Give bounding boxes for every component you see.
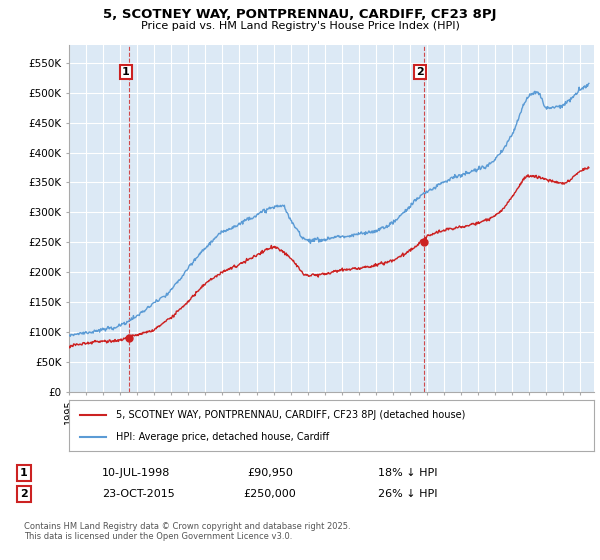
- Text: 1: 1: [20, 468, 28, 478]
- Text: 10-JUL-1998: 10-JUL-1998: [102, 468, 170, 478]
- Text: 26% ↓ HPI: 26% ↓ HPI: [378, 489, 438, 499]
- Text: 5, SCOTNEY WAY, PONTPRENNAU, CARDIFF, CF23 8PJ (detached house): 5, SCOTNEY WAY, PONTPRENNAU, CARDIFF, CF…: [116, 409, 466, 419]
- Text: £90,950: £90,950: [247, 468, 293, 478]
- Text: £250,000: £250,000: [244, 489, 296, 499]
- Text: 23-OCT-2015: 23-OCT-2015: [102, 489, 175, 499]
- Text: Price paid vs. HM Land Registry's House Price Index (HPI): Price paid vs. HM Land Registry's House …: [140, 21, 460, 31]
- Text: HPI: Average price, detached house, Cardiff: HPI: Average price, detached house, Card…: [116, 432, 329, 442]
- Text: 5, SCOTNEY WAY, PONTPRENNAU, CARDIFF, CF23 8PJ: 5, SCOTNEY WAY, PONTPRENNAU, CARDIFF, CF…: [103, 8, 497, 21]
- Text: 18% ↓ HPI: 18% ↓ HPI: [378, 468, 438, 478]
- Text: 2: 2: [20, 489, 28, 499]
- Text: Contains HM Land Registry data © Crown copyright and database right 2025.
This d: Contains HM Land Registry data © Crown c…: [24, 522, 350, 542]
- Text: 1: 1: [122, 67, 130, 77]
- Text: 2: 2: [416, 67, 424, 77]
